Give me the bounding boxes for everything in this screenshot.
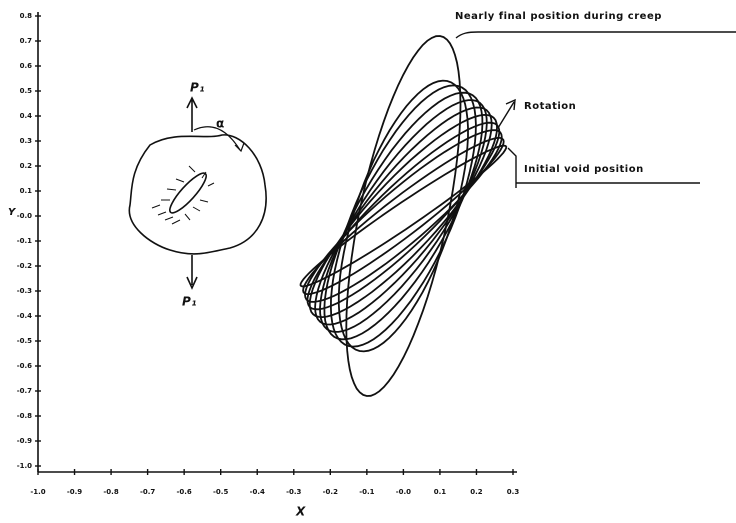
annotation: Initial void position <box>524 164 644 175</box>
y-tick-label: -0.6 <box>17 362 32 370</box>
y-tick-label: -1.0 <box>17 462 32 470</box>
x-tick-label: -0.3 <box>286 488 301 496</box>
x-tick-label: -0.6 <box>176 488 191 496</box>
y-axis-label: Y <box>8 207 17 218</box>
y-tick-label: -0.3 <box>17 287 32 295</box>
y-tick-label: 0.2 <box>20 162 33 170</box>
y-tick-label: -0.0 <box>17 212 32 220</box>
x-tick-label: -0.8 <box>103 488 118 496</box>
chart: P₁ P₁ α Nearly final position during cre… <box>0 0 736 523</box>
x-tick-label: -0.1 <box>359 488 374 496</box>
y-tick-label: -0.1 <box>17 237 32 245</box>
load-label: P₁ <box>190 81 205 95</box>
y-tick-label: 0.3 <box>20 137 33 145</box>
y-tick-label: 0.5 <box>20 87 33 95</box>
y-tick-label: -0.2 <box>17 262 32 270</box>
x-tick-label: -1.0 <box>30 488 45 496</box>
x-tick-label: -0.7 <box>140 488 155 496</box>
void-ellipse <box>324 93 482 340</box>
inset-sketch <box>129 98 266 288</box>
void-ellipse <box>303 138 504 294</box>
void-ellipse <box>310 115 497 317</box>
annotation: Rotation <box>524 101 576 112</box>
x-tick-label: 0.2 <box>470 488 483 496</box>
x-tick-label: 0.3 <box>507 488 520 496</box>
x-tick-label: -0.4 <box>250 488 265 496</box>
y-tick-label: 0.1 <box>20 187 33 195</box>
y-tick-label: 0.7 <box>20 37 33 45</box>
y-tick-label: 0.8 <box>20 12 33 20</box>
x-axis-label: X <box>295 505 306 519</box>
annotation: Nearly final position during creep <box>455 11 662 22</box>
angle-label: α <box>216 117 225 131</box>
y-tick-label: -0.9 <box>17 437 32 445</box>
x-tick-label: -0.0 <box>396 488 411 496</box>
x-tick-label: -0.2 <box>323 488 338 496</box>
y-tick-label: 0.4 <box>20 112 33 120</box>
x-tick-label: -0.5 <box>213 488 228 496</box>
y-tick-label: -0.5 <box>17 337 32 345</box>
y-tick-label: 0.6 <box>20 62 33 70</box>
y-tick-label: -0.4 <box>17 312 32 320</box>
y-tick-label: -0.7 <box>17 387 32 395</box>
x-tick-label: -0.9 <box>67 488 82 496</box>
void-ellipse <box>308 123 500 310</box>
load-label: P₁ <box>182 295 197 309</box>
x-tick-label: 0.1 <box>434 488 447 496</box>
y-tick-label: -0.8 <box>17 412 32 420</box>
